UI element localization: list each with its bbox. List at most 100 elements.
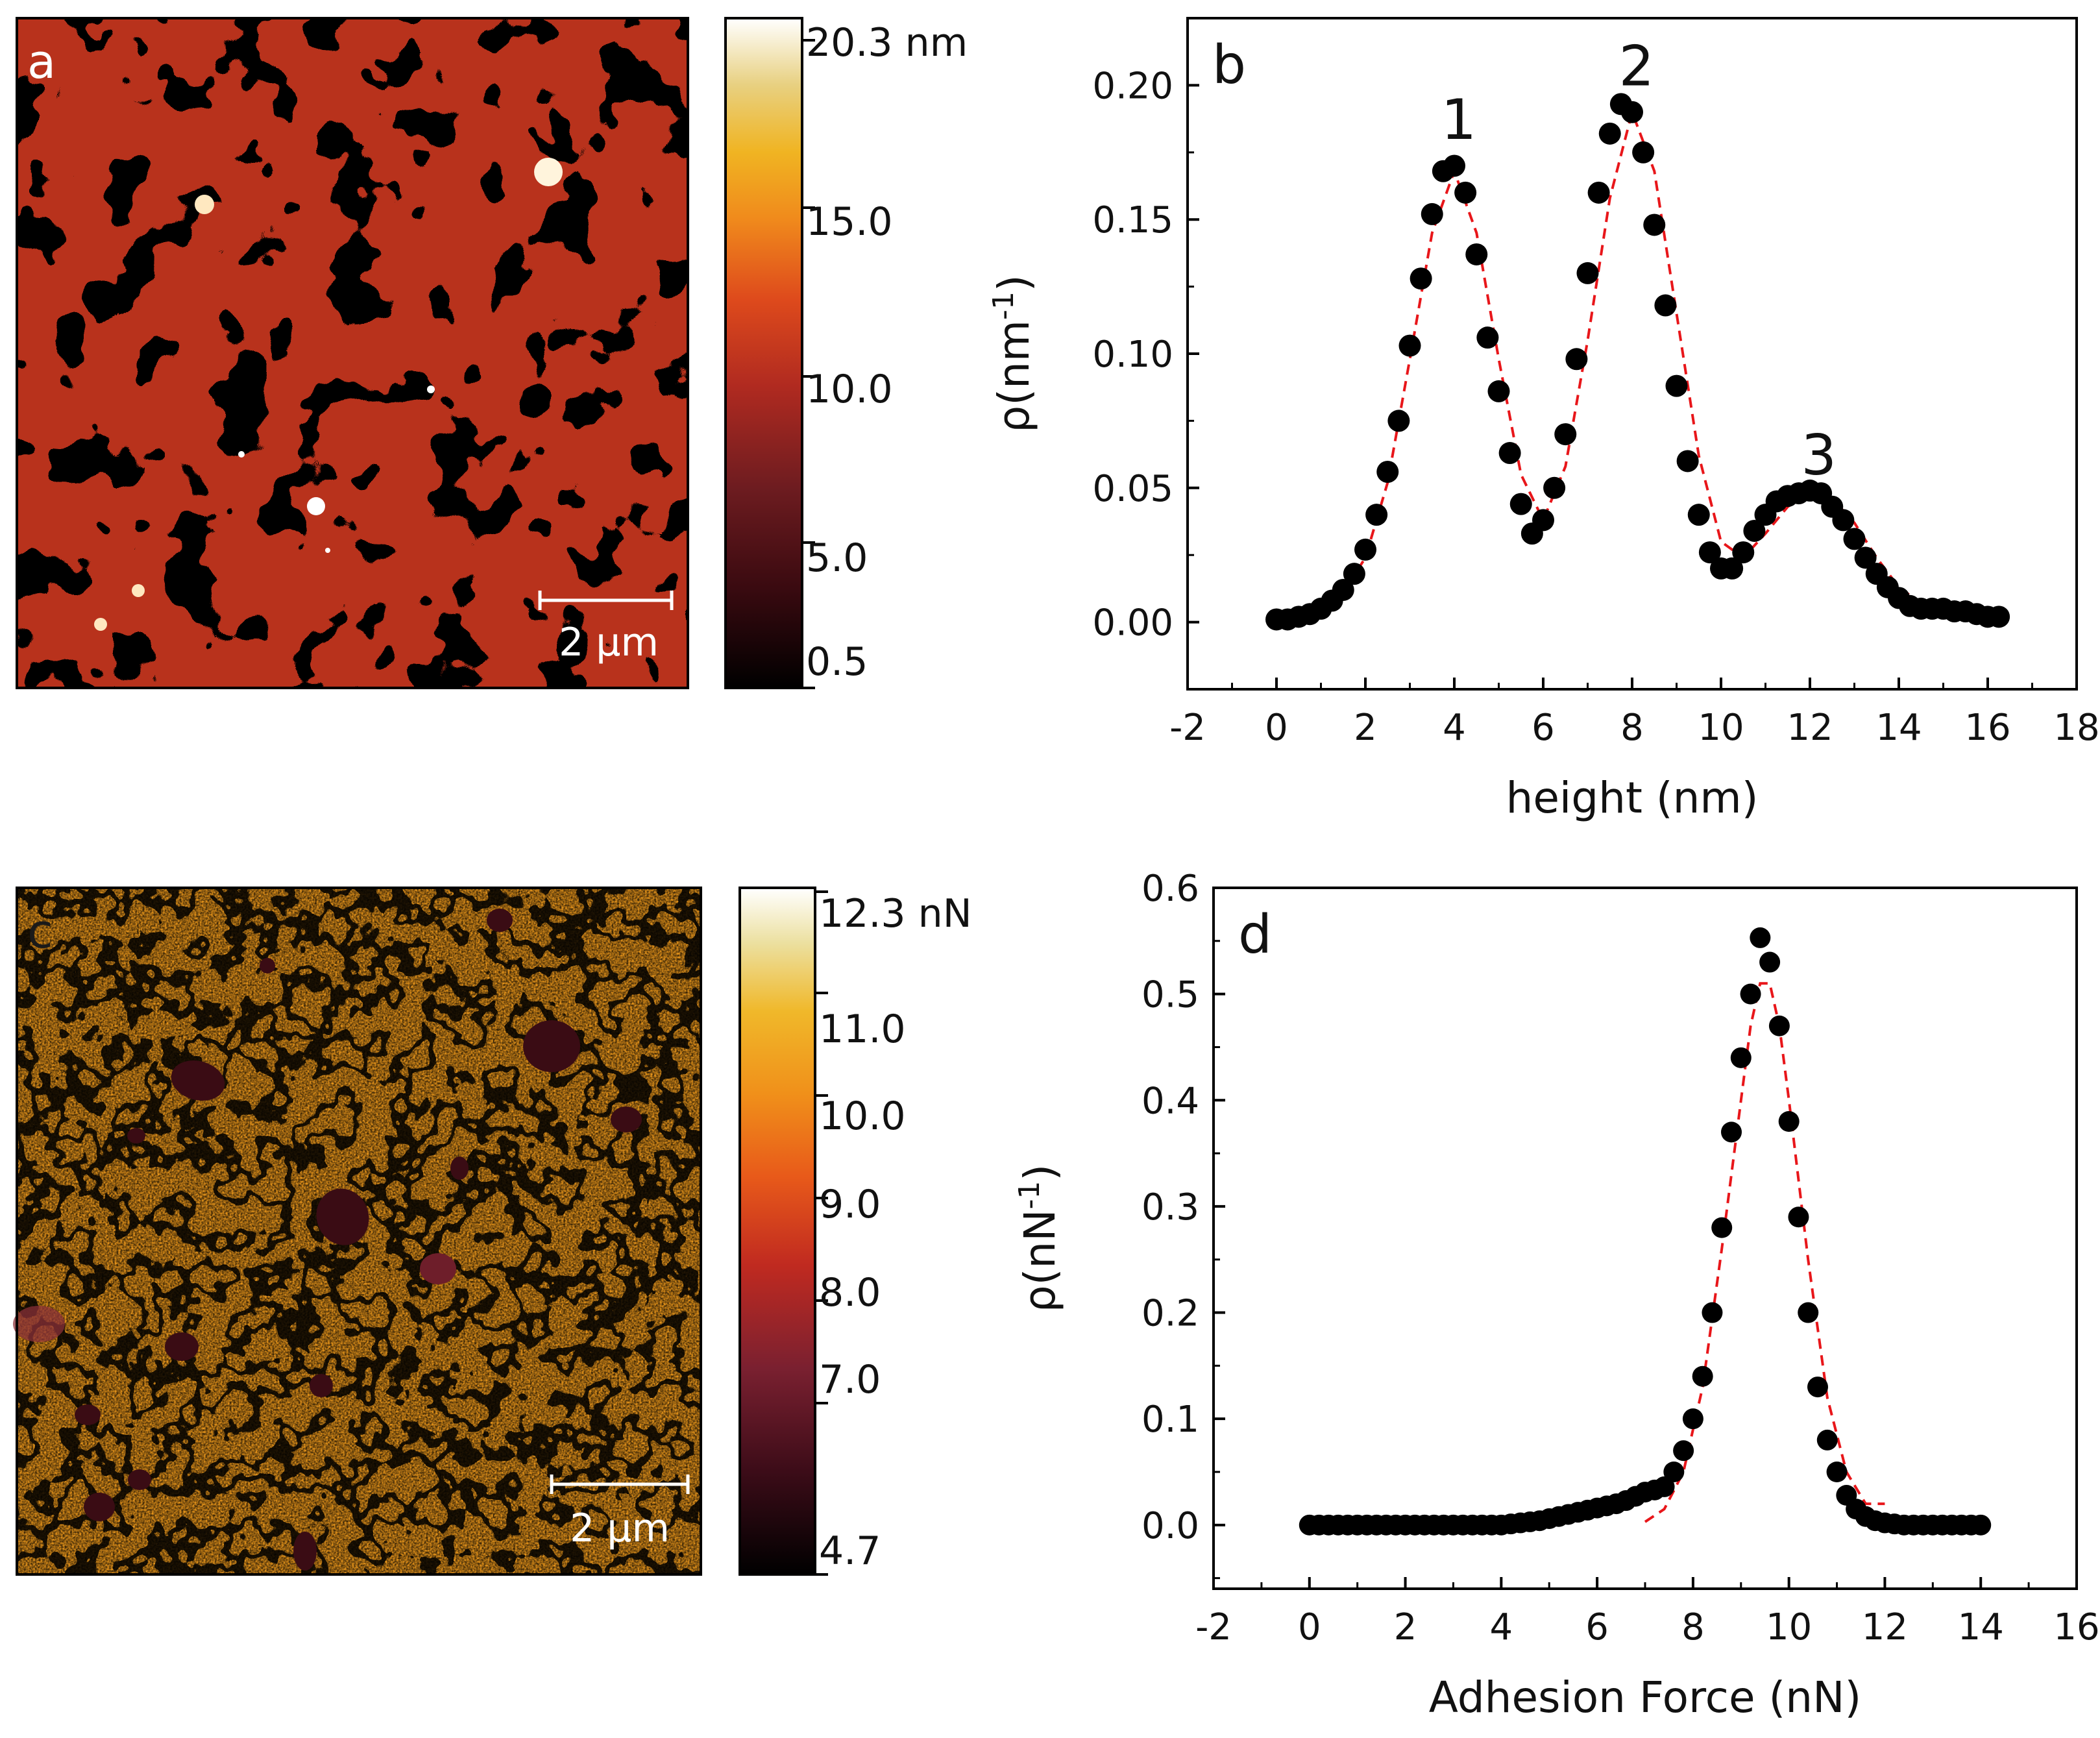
fit-curve [1276, 108, 1999, 621]
data-point [1843, 528, 1866, 550]
data-point [1854, 546, 1877, 569]
data-point [1509, 493, 1532, 515]
x-tick-label: 14 [1875, 707, 1922, 749]
colorbar-a-tick-5: 5.0 [806, 535, 868, 581]
y-tick-label: 0.3 [1142, 1186, 1199, 1229]
data-point [1587, 181, 1610, 204]
colorbar-c [739, 887, 816, 1576]
colorbar-a-tick-15: 15.0 [806, 199, 893, 245]
data-point [1788, 1206, 1809, 1228]
y-axis-label-superscript: -1 [987, 291, 1020, 320]
x-tick-label: 2 [1354, 707, 1377, 749]
data-point [1376, 460, 1399, 483]
y-axis-label-main: ρ(nN [1015, 1209, 1065, 1312]
x-tick-label: 8 [1681, 1606, 1705, 1648]
data-point [1663, 1462, 1685, 1482]
data-point [1711, 1217, 1733, 1238]
x-tick-label: 4 [1490, 1606, 1513, 1648]
y-tick-label: 0.6 [1142, 868, 1199, 910]
data-point [1673, 1440, 1694, 1462]
colorbar-a-ticks [802, 39, 815, 689]
data-point [1676, 450, 1699, 472]
colorbar-a [724, 17, 803, 689]
data-point [1487, 380, 1510, 402]
x-tick-label: -2 [1169, 707, 1206, 749]
data-point [1759, 951, 1781, 973]
x-tick-label: 8 [1620, 707, 1644, 749]
data-point [1807, 1377, 1828, 1398]
data-point [1750, 927, 1771, 948]
data-point [1665, 374, 1688, 397]
map-c-frame [16, 887, 702, 1576]
x-tick-label: 10 [1698, 707, 1744, 749]
y-tick-label: 0.4 [1142, 1080, 1199, 1122]
x-tick-label: 0 [1265, 707, 1288, 749]
data-point [1740, 983, 1761, 1005]
data-point [1343, 563, 1365, 585]
x-tick-label: 12 [1787, 707, 1833, 749]
data-point [1702, 1302, 1723, 1323]
data-point [1798, 1302, 1819, 1323]
map-a-bright-domains [17, 18, 688, 688]
data-point [1354, 538, 1376, 561]
colorbar-a-tick-10: 10.0 [806, 367, 893, 412]
data-point [1832, 509, 1855, 532]
panel-a: a 2 μm 20.3 nm 15.0 10.0 5.0 0.5 [16, 17, 968, 689]
data-point [1476, 326, 1499, 349]
data-point [1643, 214, 1666, 236]
data-point [1778, 1111, 1800, 1132]
data-point [1730, 1047, 1752, 1068]
colorbar-c-tick-7: 7.0 [819, 1357, 881, 1402]
y-axis-label-close: ) [989, 275, 1039, 291]
colorbar-c-tick-min: 4.7 [819, 1528, 881, 1574]
panel-letter-c: c [27, 904, 53, 959]
x-tick-label: 16 [2053, 1606, 2099, 1648]
x-tick-label: 16 [1964, 707, 2010, 749]
y-tick-label: 0.10 [1092, 334, 1173, 376]
data-point [1743, 519, 1766, 542]
data-point [1443, 154, 1465, 177]
colorbar-c-tick-8: 8.0 [819, 1270, 881, 1316]
y-tick-label: 0.5 [1142, 974, 1199, 1016]
x-tick-label: 14 [1958, 1606, 2004, 1648]
colorbar-c-tick-11: 11.0 [819, 1007, 906, 1052]
peak-label: 2 [1618, 34, 1654, 99]
data-point [1768, 1015, 1790, 1036]
x-tick-label: -2 [1195, 1606, 1232, 1648]
data-point [1554, 423, 1577, 446]
panel-letter-d: d [1238, 904, 1272, 966]
data-point [1365, 504, 1388, 526]
peak-label: 3 [1801, 423, 1837, 488]
data-point [1692, 1365, 1713, 1387]
x-tick-label: 2 [1394, 1606, 1417, 1648]
colorbar-c-tick-9: 9.0 [819, 1182, 881, 1227]
x-tick-label: 6 [1585, 1606, 1609, 1648]
y-axis-label-superscript: -1 [1013, 1181, 1046, 1210]
fit-curve [1644, 982, 1885, 1523]
panel-letter-b: b [1212, 34, 1246, 96]
data-point [1421, 202, 1443, 225]
data-point [1654, 294, 1677, 317]
chart-panel-d: -2 0 2 4 6 8 10 12 14 16 0.0 0.1 0.2 0.3 0.4 0.5 0.6 Adhe… [1013, 868, 2100, 1722]
y-tick-label: 0.1 [1142, 1399, 1199, 1441]
data-point [1598, 122, 1621, 145]
data-point [1721, 1121, 1742, 1143]
data-point [1682, 1408, 1703, 1430]
y-tick-label: 0.15 [1092, 199, 1173, 241]
x-tick-label: 18 [2053, 707, 2099, 749]
map-c-dark-particles [13, 909, 642, 1571]
y-tick-label: 0.2 [1142, 1293, 1199, 1335]
data-point [1621, 101, 1643, 123]
x-axis-label: height (nm) [1506, 773, 1759, 823]
colorbar-a-tick-max: 20.3 nm [806, 20, 968, 66]
map-a-bright-particles [94, 158, 563, 631]
peak-label: 1 [1441, 88, 1476, 153]
scale-bar-a [538, 591, 674, 610]
data-point [1332, 578, 1354, 601]
x-axis-label: Adhesion Force (nN) [1429, 1672, 1861, 1722]
y-tick-label: 0.00 [1092, 602, 1173, 644]
y-tick-label: 0.05 [1092, 468, 1173, 510]
data-point [1576, 262, 1599, 284]
y-axis-label: ρ(nm-1) [987, 275, 1039, 432]
scale-bar-c [550, 1475, 690, 1494]
